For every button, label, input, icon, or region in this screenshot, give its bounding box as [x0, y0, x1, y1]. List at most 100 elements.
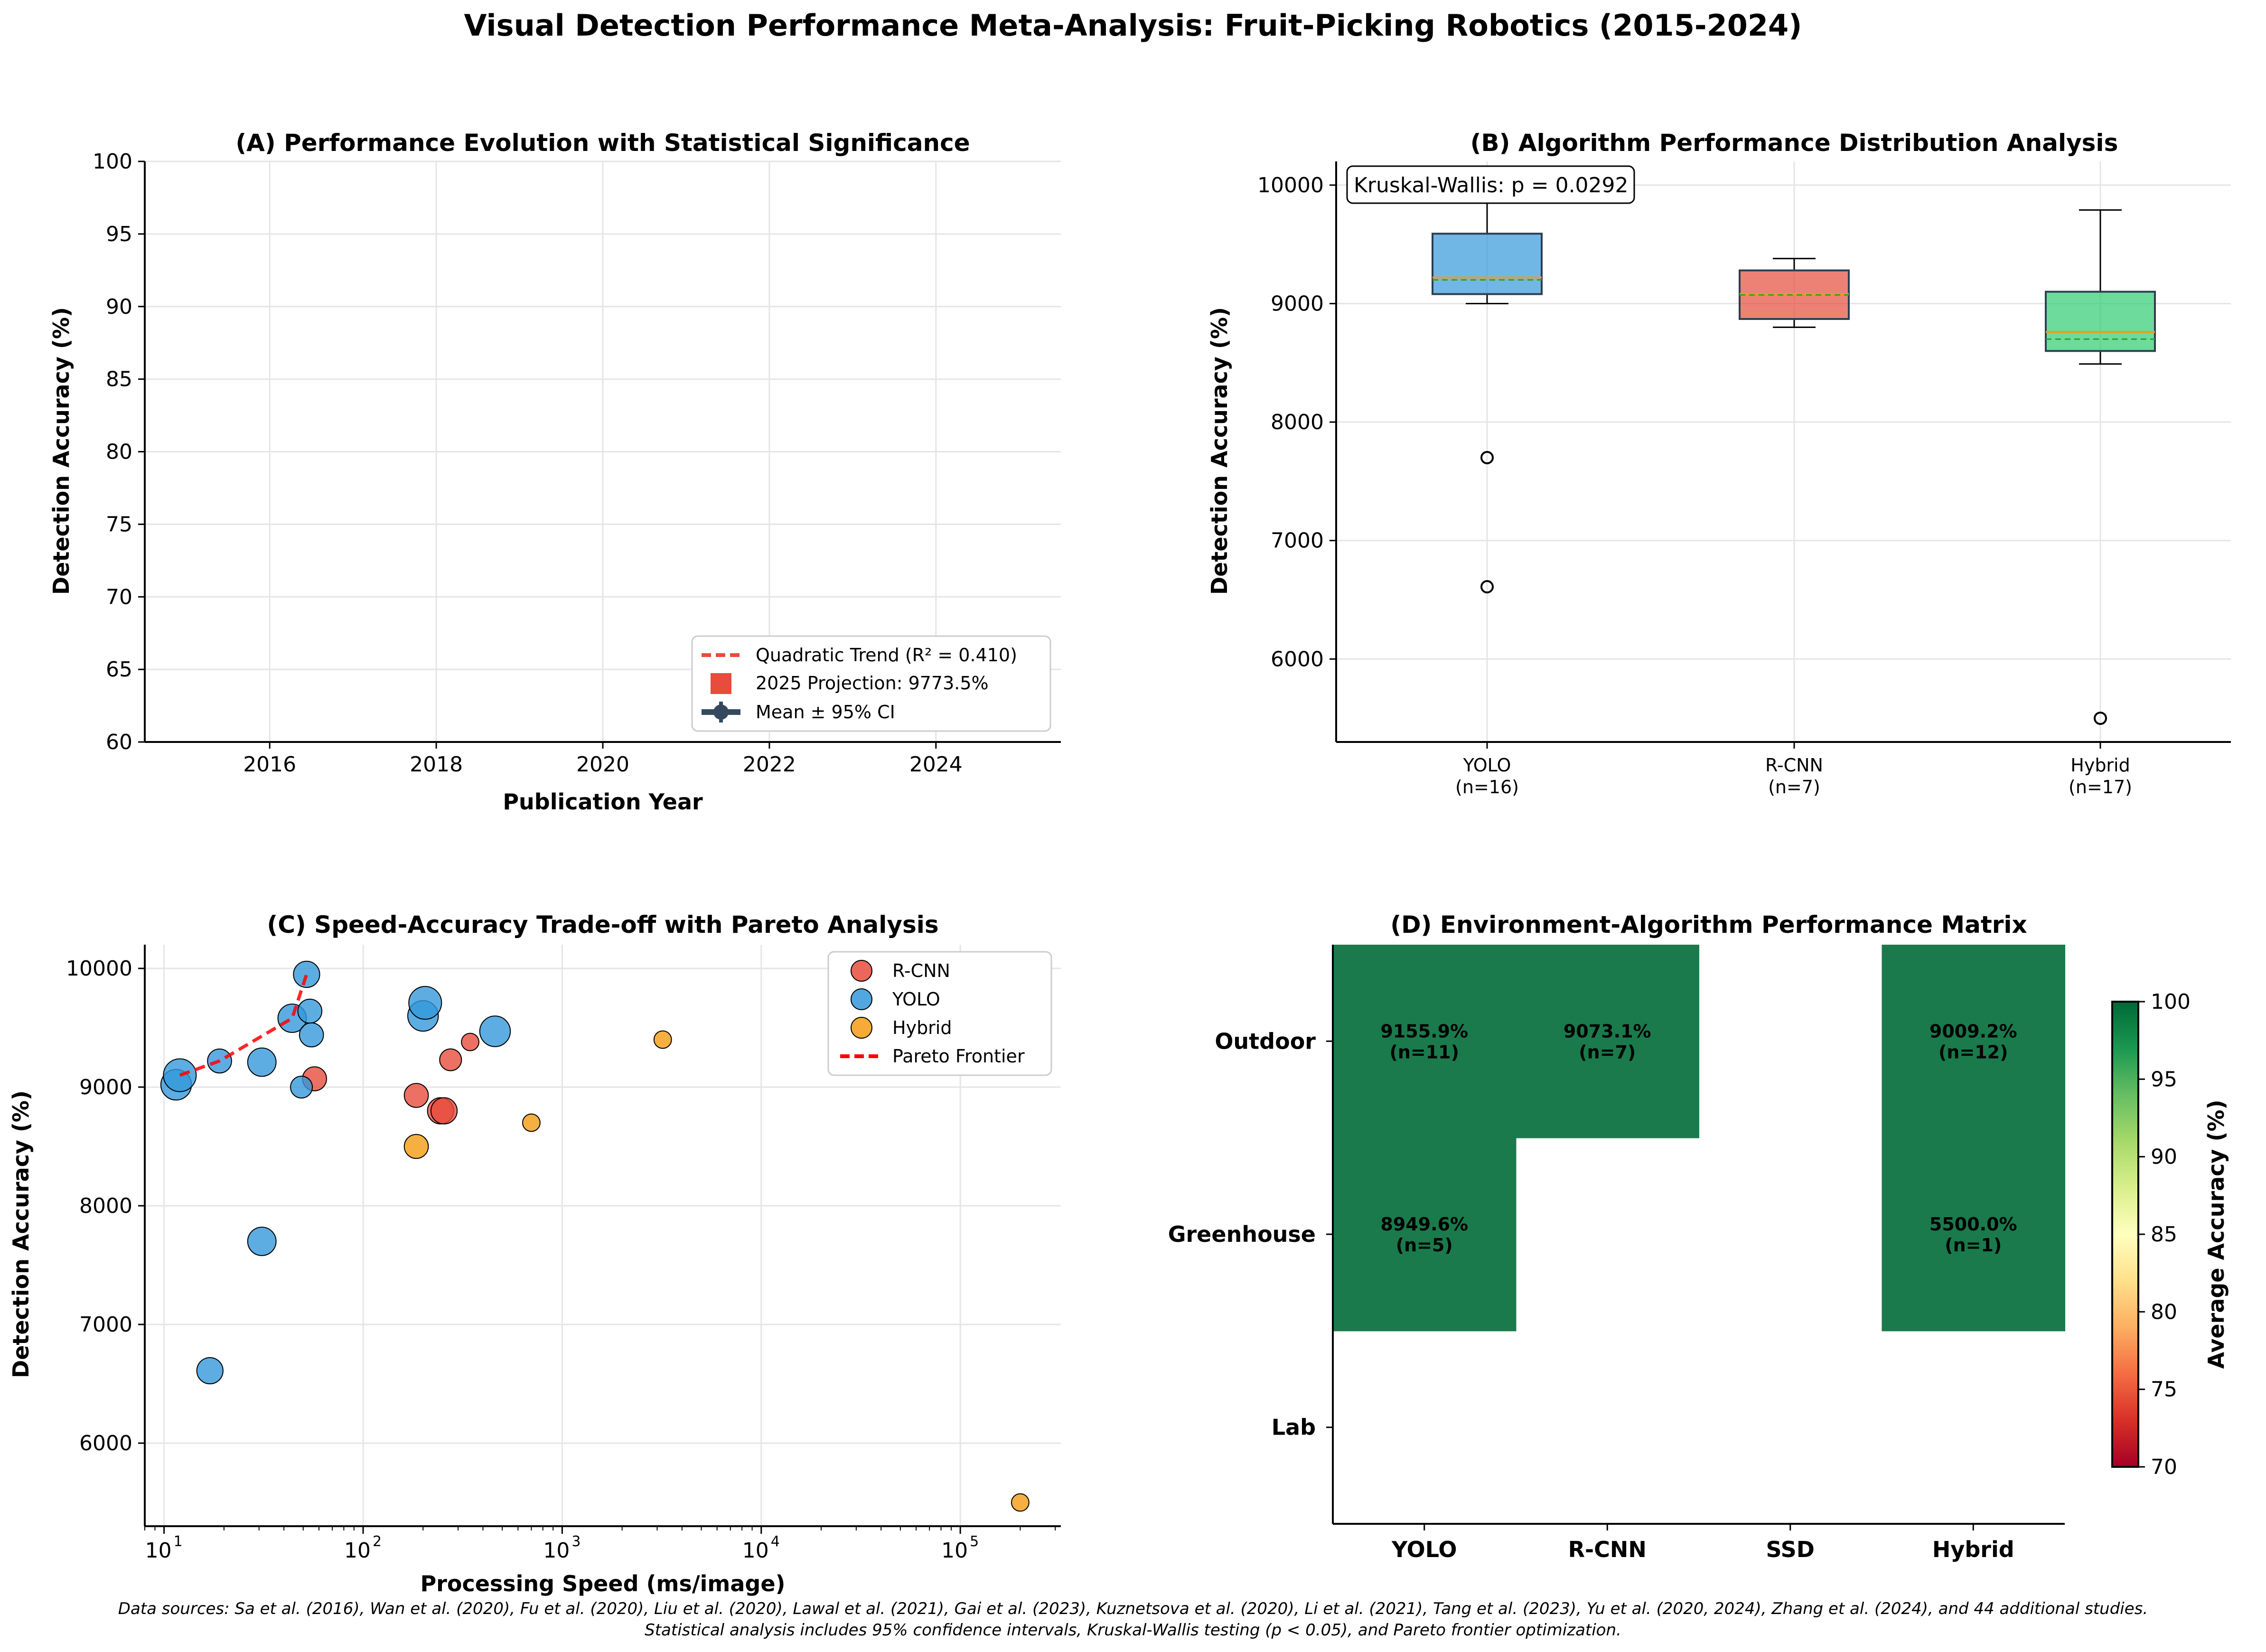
y-tick-label: 7000 [1271, 529, 1324, 553]
scatter-point-r-cnn [403, 1083, 429, 1108]
x-tick-label: 10 [941, 1539, 968, 1563]
y-tick-label: 95 [106, 222, 132, 246]
x-tick-label-exp: 1 [174, 1533, 183, 1550]
scatter-point-yolo [297, 998, 323, 1024]
x-tick-label-exp: 4 [771, 1533, 780, 1550]
heatmap-cell-n: (n=7) [1579, 1042, 1636, 1062]
x-tick-label: 10 [145, 1539, 172, 1563]
scatter-point-yolo [408, 986, 442, 1020]
scatter-point-yolo [247, 1227, 277, 1256]
y-tick-label: 6000 [1271, 647, 1324, 671]
scatter-point-r-cnn [439, 1048, 462, 1071]
y-tick-label: 65 [106, 657, 132, 682]
heatmap-cell [1516, 945, 1699, 1138]
panel-c: (C) Speed-Accuracy Trade-off with Pareto… [8, 911, 1061, 1596]
x-tick-label: 2020 [576, 752, 629, 777]
y-tick-label: 70 [106, 585, 132, 609]
colorbar-tick-label: 85 [2151, 1222, 2177, 1247]
legend-pareto-label: Pareto Frontier [892, 1046, 1025, 1067]
heatmap-cell [1333, 945, 1517, 1138]
heatmap-row-label: Lab [1272, 1415, 1316, 1440]
heatmap-row-label: Greenhouse [1168, 1221, 1316, 1247]
kruskal-wallis-label: Kruskal-Wallis: p = 0.0292 [1354, 173, 1629, 197]
x-tick-label-n: (n=7) [1768, 777, 1820, 798]
footnote-line-1: Data sources: Sa et al. (2016), Wan et a… [118, 1599, 2148, 1618]
y-tick-label: 90 [106, 295, 132, 319]
scatter-point-r-cnn [430, 1097, 458, 1125]
legend-hybrid-swatch [851, 1017, 872, 1039]
scatter-point-yolo [247, 1047, 277, 1077]
panel-b: (B) Algorithm Performance Distribution A… [1207, 129, 2231, 798]
panel-d-title: (D) Environment-Algorithm Performance Ma… [1390, 911, 2027, 939]
outlier [2094, 712, 2107, 725]
x-tick-label: R-CNN [1765, 755, 1823, 776]
y-tick-label: 8000 [79, 1194, 132, 1218]
footnote-line-2: Statistical analysis includes 95% confid… [645, 1621, 1621, 1640]
panel-c-ylabel: Detection Accuracy (%) [8, 1090, 34, 1378]
colorbar [2111, 1001, 2139, 1468]
colorbar-label: Average Accuracy (%) [2203, 1099, 2229, 1369]
scatter-point-hybrid [1011, 1493, 1030, 1512]
scatter-point-yolo [290, 1076, 313, 1098]
x-tick-label: Hybrid [2070, 755, 2130, 776]
x-tick-label: 10 [344, 1539, 371, 1563]
legend-yolo-label: YOLO [892, 989, 940, 1010]
scatter-point-hybrid [522, 1113, 541, 1132]
scatter-point-yolo [196, 1357, 224, 1385]
colorbar-tick-label: 90 [2151, 1145, 2177, 1169]
panel-c-legend: R-CNN YOLO Hybrid Pareto Frontier [827, 951, 1052, 1076]
heatmap-cell-value: 9009.2% [1929, 1021, 2017, 1042]
legend-yolo-swatch [851, 988, 872, 1010]
x-tick-label: 2016 [243, 752, 296, 777]
x-tick-label: 2022 [743, 752, 796, 777]
x-tick-label-exp: 5 [970, 1533, 979, 1550]
legend-trend-label: Quadratic Trend (R² = 0.410) [756, 645, 1017, 666]
colorbar-tick-label: 70 [2151, 1455, 2177, 1479]
x-tick-label: 2024 [909, 752, 963, 777]
heatmap-col-label: SSD [1766, 1537, 1815, 1562]
panel-a-ylabel: Detection Accuracy (%) [48, 307, 74, 595]
x-tick-label: YOLO [1463, 755, 1511, 776]
y-tick-label: 100 [93, 150, 132, 174]
legend-rcnn-swatch [851, 960, 872, 982]
heatmap-cell-value: 9155.9% [1380, 1021, 1468, 1042]
heatmap-cell-value: 8949.6% [1380, 1214, 1468, 1235]
x-tick-label-exp: 3 [571, 1533, 581, 1550]
y-tick-label: 9000 [79, 1075, 132, 1099]
outlier [1480, 451, 1494, 464]
y-tick-label: 80 [106, 440, 132, 464]
colorbar-tick-label: 95 [2151, 1067, 2177, 1091]
heatmap-cell-n: (n=5) [1396, 1235, 1453, 1256]
scatter-point-yolo [293, 960, 320, 988]
x-tick-label-exp: 2 [373, 1533, 382, 1550]
scatter-point-yolo [479, 1015, 511, 1047]
panel-c-title: (C) Speed-Accuracy Trade-off with Pareto… [267, 911, 938, 939]
box-r-cnn [1739, 258, 1850, 328]
y-tick-label: 85 [106, 367, 132, 392]
panel-b-ylabel: Detection Accuracy (%) [1207, 307, 1232, 595]
heatmap-cell-n: (n=11) [1389, 1042, 1459, 1062]
pareto-frontier-line [179, 974, 309, 1077]
panel-d: (D) Environment-Algorithm Performance Ma… [1168, 911, 2229, 1562]
box-body [1432, 233, 1543, 295]
scatter-point-yolo [299, 1022, 324, 1048]
heatmap-cell-value: 9073.1% [1564, 1021, 1651, 1042]
heatmap-col-label: YOLO [1391, 1537, 1457, 1562]
legend-rcnn-label: R-CNN [892, 960, 950, 981]
y-tick-label: 60 [106, 730, 132, 754]
panel-a: (A) Performance Evolution with Statistic… [48, 129, 1061, 815]
x-tick-label-n: (n=16) [1455, 777, 1519, 798]
panel-a-legend: Quadratic Trend (R² = 0.410) 2025 Projec… [691, 635, 1051, 732]
heatmap-cell-n: (n=1) [1945, 1235, 2002, 1256]
panel-a-title: (A) Performance Evolution with Statistic… [235, 129, 970, 157]
box-yolo [1432, 190, 1543, 594]
y-tick-label: 6000 [79, 1431, 132, 1455]
heatmap-row-label: Outdoor [1215, 1028, 1316, 1054]
legend-hybrid-label: Hybrid [892, 1017, 952, 1038]
heatmap-cell-n: (n=12) [1938, 1042, 2008, 1062]
scatter-point-hybrid [403, 1134, 429, 1159]
y-tick-label: 8000 [1271, 410, 1324, 434]
kruskal-wallis-box: Kruskal-Wallis: p = 0.0292 [1346, 165, 1635, 204]
y-tick-label: 10000 [1257, 173, 1324, 197]
